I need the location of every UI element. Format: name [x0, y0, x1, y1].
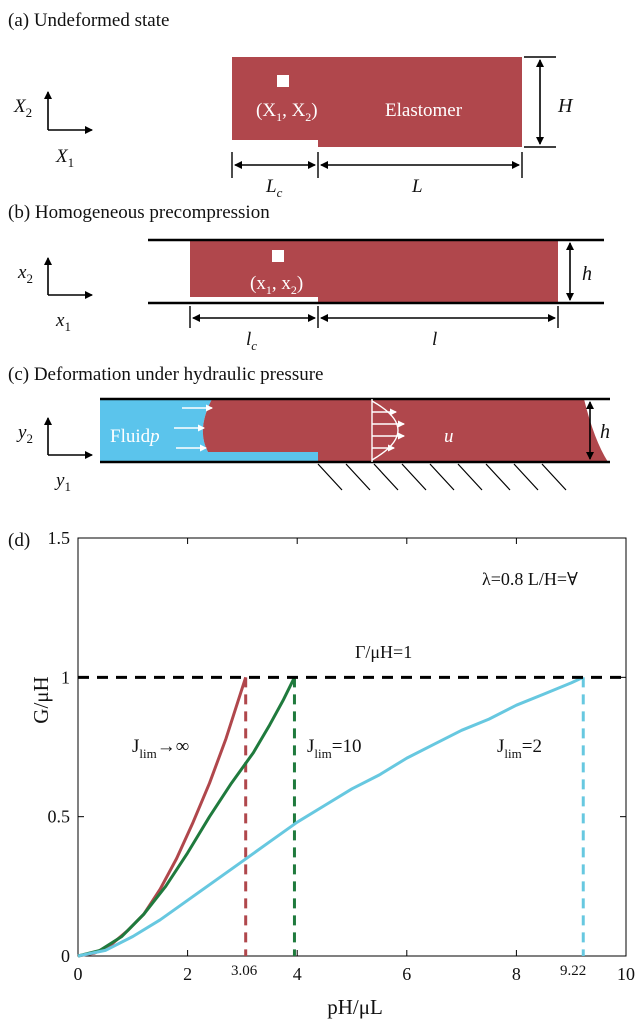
panel-a-elastomer-block — [232, 57, 522, 147]
panel-b-axis-vertical: x2 — [17, 262, 33, 286]
y-tick-label: 1 — [61, 667, 70, 687]
panel-a-axes: X2 X1 — [13, 91, 93, 170]
panel-a-point-label: (X1, X2) — [256, 100, 318, 124]
plot-frame — [77, 537, 627, 957]
panel-c-axis-horizontal: y1 — [54, 470, 71, 494]
x-tick-label: 4 — [293, 964, 302, 984]
panel-b-point-label: (x1, x2) — [250, 273, 303, 297]
panel-b: (b) Homogeneous precompression x2 x1 (x1… — [8, 202, 604, 353]
panel-c-velocity-profile — [371, 399, 405, 462]
panel-d-chart: (d) 0 2 4 6 8 10 0 0.5 1 1.5 Γ/μH=1 λ=0.8 L/H=∀ J… — [8, 528, 635, 1019]
panel-b-length-dimensions: lc l — [189, 306, 559, 353]
panel-b-length-label: l — [432, 329, 437, 350]
panel-c-axis-vertical: y2 — [16, 422, 33, 446]
series-label-jlim-infinity: Jlim→∞ — [132, 736, 189, 761]
panel-a-crack-length-label: Lc — [265, 176, 283, 200]
axis-ticks: 0 2 4 6 8 10 0 0.5 1 1.5 — [48, 528, 636, 984]
panel-a-material-label: Elastomer — [385, 100, 463, 121]
series-line-0 — [77, 676, 248, 958]
critical-label-3-06: 3.06 — [231, 963, 258, 979]
series-line-2 — [77, 675, 584, 958]
panel-a-height-dimension: H — [524, 56, 574, 148]
panel-d-label: (d) — [8, 530, 30, 551]
series-label-jlim-10: Jlim=10 — [307, 736, 361, 761]
panel-a-axis-horizontal: X1 — [55, 146, 74, 170]
panel-b-material-point — [272, 250, 284, 262]
series-line-1 — [77, 676, 296, 958]
panel-c-height-label: h — [600, 421, 610, 443]
panel-c-axes: y2 y1 — [16, 417, 93, 494]
panel-b-axes: x2 x1 — [17, 257, 93, 334]
panel-c-title: (c) Deformation under hydraulic pressure — [8, 364, 324, 385]
panel-a: (a) Undeformed state X2 X1 (X1, X2) Elas… — [8, 10, 574, 200]
panel-c-fluid — [100, 399, 318, 462]
panel-c-elastomer-deformed — [202, 399, 608, 462]
panel-b-axis-horizontal: x1 — [55, 310, 71, 334]
x-tick-label: 8 — [512, 964, 521, 984]
panel-a-title: (a) Undeformed state — [8, 10, 169, 31]
y-tick-label: 0.5 — [48, 807, 71, 827]
series-label-jlim-2: Jlim=2 — [497, 736, 542, 761]
parameter-annotation: λ=0.8 L/H=∀ — [482, 569, 578, 589]
panel-b-height-label: h — [582, 263, 592, 285]
panel-c-ground-hatch — [317, 463, 567, 491]
y-axis-label: G/μH — [29, 676, 53, 723]
panel-a-axis-vertical: X2 — [13, 96, 32, 120]
x-tick-label: 10 — [617, 964, 635, 984]
panel-b-elastomer-block — [190, 240, 558, 303]
panel-b-height-dimension: h — [566, 242, 592, 301]
x-tick-label: 6 — [402, 964, 411, 984]
panel-b-crack-length-label: lc — [246, 329, 257, 353]
y-tick-label: 1.5 — [48, 528, 71, 548]
panel-c-pressure-arrows — [174, 404, 213, 452]
series-layer — [77, 675, 585, 958]
critical-label-9-22: 9.22 — [560, 963, 586, 979]
panel-c: (c) Deformation under hydraulic pressure… — [8, 364, 610, 494]
panel-c-height-dimension: h — [586, 401, 610, 460]
panel-a-length-dimensions: Lc L — [231, 152, 523, 200]
panel-c-fluid-label: Fluidp — [110, 426, 160, 447]
x-axis-label: pH/μL — [327, 995, 383, 1019]
y-tick-label: 0 — [61, 946, 70, 966]
x-tick-label: 0 — [74, 964, 83, 984]
x-tick-label: 2 — [183, 964, 192, 984]
panel-b-title: (b) Homogeneous precompression — [8, 202, 270, 223]
panel-c-displacement-label: u — [444, 426, 454, 447]
panel-a-height-label: H — [557, 95, 574, 117]
panel-a-material-point — [277, 75, 289, 87]
panel-a-length-label: L — [411, 176, 423, 197]
threshold-label: Γ/μH=1 — [355, 642, 412, 662]
